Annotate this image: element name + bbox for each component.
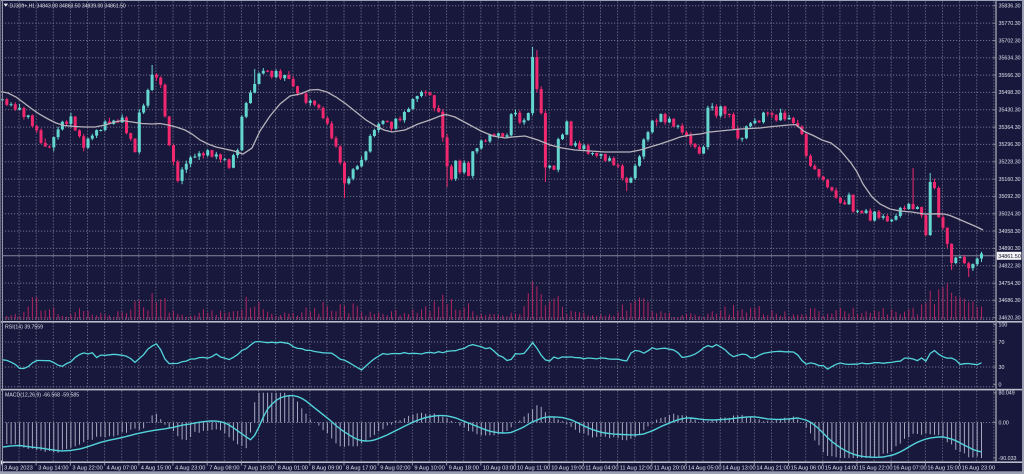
svg-text:35634.30: 35634.30 xyxy=(999,56,1021,62)
svg-text:34958.30: 34958.30 xyxy=(999,229,1021,235)
svg-text:35770.30: 35770.30 xyxy=(999,21,1021,27)
svg-text:35498.30: 35498.30 xyxy=(999,90,1021,96)
svg-text:35092.30: 35092.30 xyxy=(999,194,1021,200)
svg-text:3 Aug 22:00: 3 Aug 22:00 xyxy=(72,465,102,471)
svg-text:100: 100 xyxy=(999,322,1008,328)
svg-text:4 Aug 07:00: 4 Aug 07:00 xyxy=(107,465,137,471)
svg-text:8 Aug 09:00: 8 Aug 09:00 xyxy=(312,465,342,471)
svg-text:16 Aug 15:00: 16 Aug 15:00 xyxy=(927,465,961,471)
svg-text:16 Aug 07:00: 16 Aug 07:00 xyxy=(893,465,927,471)
svg-text:4 Aug 15:00: 4 Aug 15:00 xyxy=(141,465,171,471)
svg-text:10 Aug 19:00: 10 Aug 19:00 xyxy=(551,465,585,471)
svg-text:35430.30: 35430.30 xyxy=(999,108,1021,114)
svg-text:9 Aug 02:00: 9 Aug 02:00 xyxy=(380,465,410,471)
svg-text:11 Aug 20:00: 11 Aug 20:00 xyxy=(654,465,687,471)
svg-text:15 Aug 14:00: 15 Aug 14:00 xyxy=(825,465,859,471)
svg-text:15 Aug 22:00: 15 Aug 22:00 xyxy=(859,465,893,471)
svg-text:35702.30: 35702.30 xyxy=(999,38,1021,44)
svg-text:34620.30: 34620.30 xyxy=(999,316,1021,322)
svg-text:14 Aug 05:00: 14 Aug 05:00 xyxy=(688,465,722,471)
svg-text:DJ30ft+,H1 34843.00 34863.50: DJ30ft+,H1 34843.00 34863.50 34839.00 34… xyxy=(10,3,126,9)
svg-text:70: 70 xyxy=(999,340,1005,346)
svg-text:3 Aug 2023: 3 Aug 2023 xyxy=(4,465,33,471)
svg-text:34754.30: 34754.30 xyxy=(999,281,1021,287)
svg-text:7 Aug 16:00: 7 Aug 16:00 xyxy=(243,465,273,471)
svg-text:15 Aug 06:00: 15 Aug 06:00 xyxy=(791,465,825,471)
svg-text:16 Aug 23:00: 16 Aug 23:00 xyxy=(962,465,996,471)
svg-text:35836.30: 35836.30 xyxy=(999,4,1021,10)
svg-text:-90.033: -90.033 xyxy=(999,456,1017,462)
svg-text:11 Aug 04:00: 11 Aug 04:00 xyxy=(585,465,618,471)
svg-text:14 Aug 21:00: 14 Aug 21:00 xyxy=(756,465,790,471)
svg-text:34890.30: 34890.30 xyxy=(999,246,1021,252)
svg-text:80.049: 80.049 xyxy=(999,391,1015,397)
svg-text:35024.30: 35024.30 xyxy=(999,212,1021,218)
svg-text:34686.30: 34686.30 xyxy=(999,298,1021,304)
svg-text:35160.30: 35160.30 xyxy=(999,177,1021,183)
svg-text:34822.30: 34822.30 xyxy=(999,264,1021,270)
svg-text:11 Aug 12:00: 11 Aug 12:00 xyxy=(620,465,653,471)
svg-text:MACD(12,26,9) -66.568 -59.585: MACD(12,26,9) -66.568 -59.585 xyxy=(5,392,79,398)
svg-text:0: 0 xyxy=(999,382,1002,388)
svg-text:35566.30: 35566.30 xyxy=(999,73,1021,79)
svg-text:4 Aug 23:00: 4 Aug 23:00 xyxy=(175,465,205,471)
svg-text:9 Aug 10:00: 9 Aug 10:00 xyxy=(414,465,444,471)
svg-text:34861.50: 34861.50 xyxy=(998,254,1020,260)
svg-text:0.00: 0.00 xyxy=(999,420,1009,426)
svg-text:10 Aug 03:00: 10 Aug 03:00 xyxy=(483,465,517,471)
svg-text:7 Aug 08:00: 7 Aug 08:00 xyxy=(209,465,239,471)
svg-text:8 Aug 01:00: 8 Aug 01:00 xyxy=(278,465,308,471)
svg-text:10 Aug 11:00: 10 Aug 11:00 xyxy=(517,465,550,471)
svg-text:35228.30: 35228.30 xyxy=(999,160,1021,166)
svg-text:35364.30: 35364.30 xyxy=(999,125,1021,131)
svg-text:RSI(14) 39.7559: RSI(14) 39.7559 xyxy=(5,325,43,331)
svg-text:14 Aug 13:00: 14 Aug 13:00 xyxy=(722,465,756,471)
svg-text:3 Aug 14:00: 3 Aug 14:00 xyxy=(38,465,68,471)
svg-text:9 Aug 18:00: 9 Aug 18:00 xyxy=(449,465,479,471)
svg-text:30: 30 xyxy=(999,365,1005,371)
svg-text:35296.30: 35296.30 xyxy=(999,142,1021,148)
svg-text:8 Aug 17:00: 8 Aug 17:00 xyxy=(346,465,376,471)
